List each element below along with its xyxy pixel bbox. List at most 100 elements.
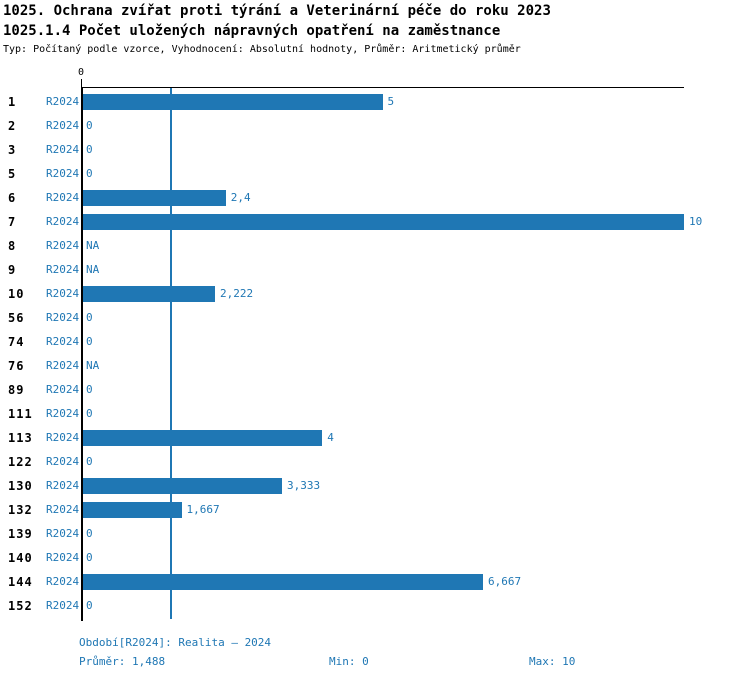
row-value-label: 0 bbox=[86, 311, 93, 324]
row-series-label: R2024 bbox=[46, 407, 80, 420]
row-series-label: R2024 bbox=[46, 215, 80, 228]
row-series-label: R2024 bbox=[46, 167, 80, 180]
chart-row: 152 R2024 0 bbox=[0, 594, 750, 618]
row-category-label: 7 bbox=[8, 215, 17, 229]
row-bar bbox=[81, 214, 684, 230]
row-category-label: 130 bbox=[8, 479, 33, 493]
row-series-label: R2024 bbox=[46, 479, 80, 492]
footer-average-label: Průměr: 1,488 bbox=[79, 655, 166, 668]
row-category-label: 122 bbox=[8, 455, 33, 469]
mean-reference-line bbox=[170, 88, 172, 619]
row-category-label: 144 bbox=[8, 575, 33, 589]
row-series-label: R2024 bbox=[46, 359, 80, 372]
row-series-label: R2024 bbox=[46, 455, 80, 468]
chart-row: 130 R2024 3,333 bbox=[0, 474, 750, 498]
chart-row: 9 R2024 NA bbox=[0, 258, 750, 282]
row-value-label: 2,4 bbox=[230, 191, 251, 204]
row-value-label: 0 bbox=[86, 383, 93, 396]
row-value-label: 2,222 bbox=[219, 287, 254, 300]
row-bar bbox=[81, 574, 484, 590]
row-series-label: R2024 bbox=[46, 431, 80, 444]
row-value-label: 0 bbox=[86, 527, 93, 540]
row-series-label: R2024 bbox=[46, 95, 80, 108]
row-value-label: 0 bbox=[86, 167, 93, 180]
x-axis-zero-tick-label: 0 bbox=[77, 67, 85, 78]
row-series-label: R2024 bbox=[46, 503, 80, 516]
row-category-label: 139 bbox=[8, 527, 33, 541]
row-category-label: 9 bbox=[8, 263, 17, 277]
row-value-label: NA bbox=[86, 263, 100, 276]
chart-row: 122 R2024 0 bbox=[0, 450, 750, 474]
footer-min-label: Min: 0 bbox=[329, 655, 369, 668]
row-value-label: 0 bbox=[86, 455, 93, 468]
row-category-label: 10 bbox=[8, 287, 25, 301]
row-series-label: R2024 bbox=[46, 311, 80, 324]
row-category-label: 76 bbox=[8, 359, 25, 373]
footer-period-label: Období[R2024]: Realita – 2024 bbox=[79, 636, 272, 649]
x-axis-line bbox=[81, 87, 684, 88]
row-series-label: R2024 bbox=[46, 575, 80, 588]
row-series-label: R2024 bbox=[46, 191, 80, 204]
chart-row: 56 R2024 0 bbox=[0, 306, 750, 330]
row-value-label: 0 bbox=[86, 551, 93, 564]
chart-row: 8 R2024 NA bbox=[0, 234, 750, 258]
row-bar bbox=[81, 94, 383, 110]
row-bar bbox=[81, 286, 215, 302]
row-value-label: 0 bbox=[86, 119, 93, 132]
row-series-label: R2024 bbox=[46, 383, 80, 396]
row-value-label: 5 bbox=[387, 95, 395, 108]
chart-row: 1 R2024 5 bbox=[0, 90, 750, 114]
row-value-label: 0 bbox=[86, 143, 93, 156]
row-value-label: 1,667 bbox=[186, 503, 220, 516]
row-series-label: R2024 bbox=[46, 527, 80, 540]
chart-row: 139 R2024 0 bbox=[0, 522, 750, 546]
chart-row: 74 R2024 0 bbox=[0, 330, 750, 354]
row-series-label: R2024 bbox=[46, 239, 80, 252]
row-category-label: 74 bbox=[8, 335, 25, 349]
row-category-label: 140 bbox=[8, 551, 33, 565]
row-value-label: 6,667 bbox=[488, 575, 522, 588]
chart-title: 1025. Ochrana zvířat proti týrání a Vete… bbox=[3, 3, 551, 19]
chart-row: 132 R2024 1,667 bbox=[0, 498, 750, 522]
row-category-label: 56 bbox=[8, 311, 25, 325]
chart-row: 89 R2024 0 bbox=[0, 378, 750, 402]
row-category-label: 152 bbox=[8, 599, 33, 613]
chart-row: 6 R2024 2,4 bbox=[0, 186, 750, 210]
row-series-label: R2024 bbox=[46, 551, 80, 564]
chart-row: 144 R2024 6,667 bbox=[0, 570, 750, 594]
row-category-label: 113 bbox=[8, 431, 33, 445]
chart-meta-line: Typ: Počítaný podle vzorce, Vyhodnocení:… bbox=[3, 44, 521, 55]
row-value-label: 0 bbox=[86, 335, 93, 348]
row-category-label: 3 bbox=[8, 143, 17, 157]
row-category-label: 111 bbox=[8, 407, 33, 421]
row-series-label: R2024 bbox=[46, 599, 80, 612]
row-category-label: 89 bbox=[8, 383, 25, 397]
row-series-label: R2024 bbox=[46, 287, 80, 300]
chart-row: 5 R2024 0 bbox=[0, 162, 750, 186]
chart-row: 2 R2024 0 bbox=[0, 114, 750, 138]
chart-row: 113 R2024 4 bbox=[0, 426, 750, 450]
row-value-label: 0 bbox=[86, 407, 93, 420]
row-category-label: 132 bbox=[8, 503, 33, 517]
row-series-label: R2024 bbox=[46, 263, 80, 276]
row-value-label: 10 bbox=[689, 215, 703, 228]
x-axis-tick bbox=[81, 79, 82, 87]
row-value-label: 3,333 bbox=[286, 479, 321, 492]
footer-max-label: Max: 10 bbox=[529, 655, 576, 668]
row-series-label: R2024 bbox=[46, 119, 80, 132]
row-bar bbox=[81, 478, 282, 494]
row-bar bbox=[81, 430, 323, 446]
chart-row: 140 R2024 0 bbox=[0, 546, 750, 570]
row-value-label: 0 bbox=[86, 599, 93, 612]
chart-row: 3 R2024 0 bbox=[0, 138, 750, 162]
row-category-label: 2 bbox=[8, 119, 17, 133]
row-value-label: NA bbox=[86, 359, 100, 372]
row-category-label: 5 bbox=[8, 167, 17, 181]
row-series-label: R2024 bbox=[46, 335, 80, 348]
row-bar bbox=[81, 190, 226, 206]
chart-subtitle: 1025.1.4 Počet uložených nápravných opat… bbox=[3, 23, 501, 39]
chart-row: 76 R2024 NA bbox=[0, 354, 750, 378]
y-axis-line bbox=[81, 87, 83, 621]
chart-row: 111 R2024 0 bbox=[0, 402, 750, 426]
